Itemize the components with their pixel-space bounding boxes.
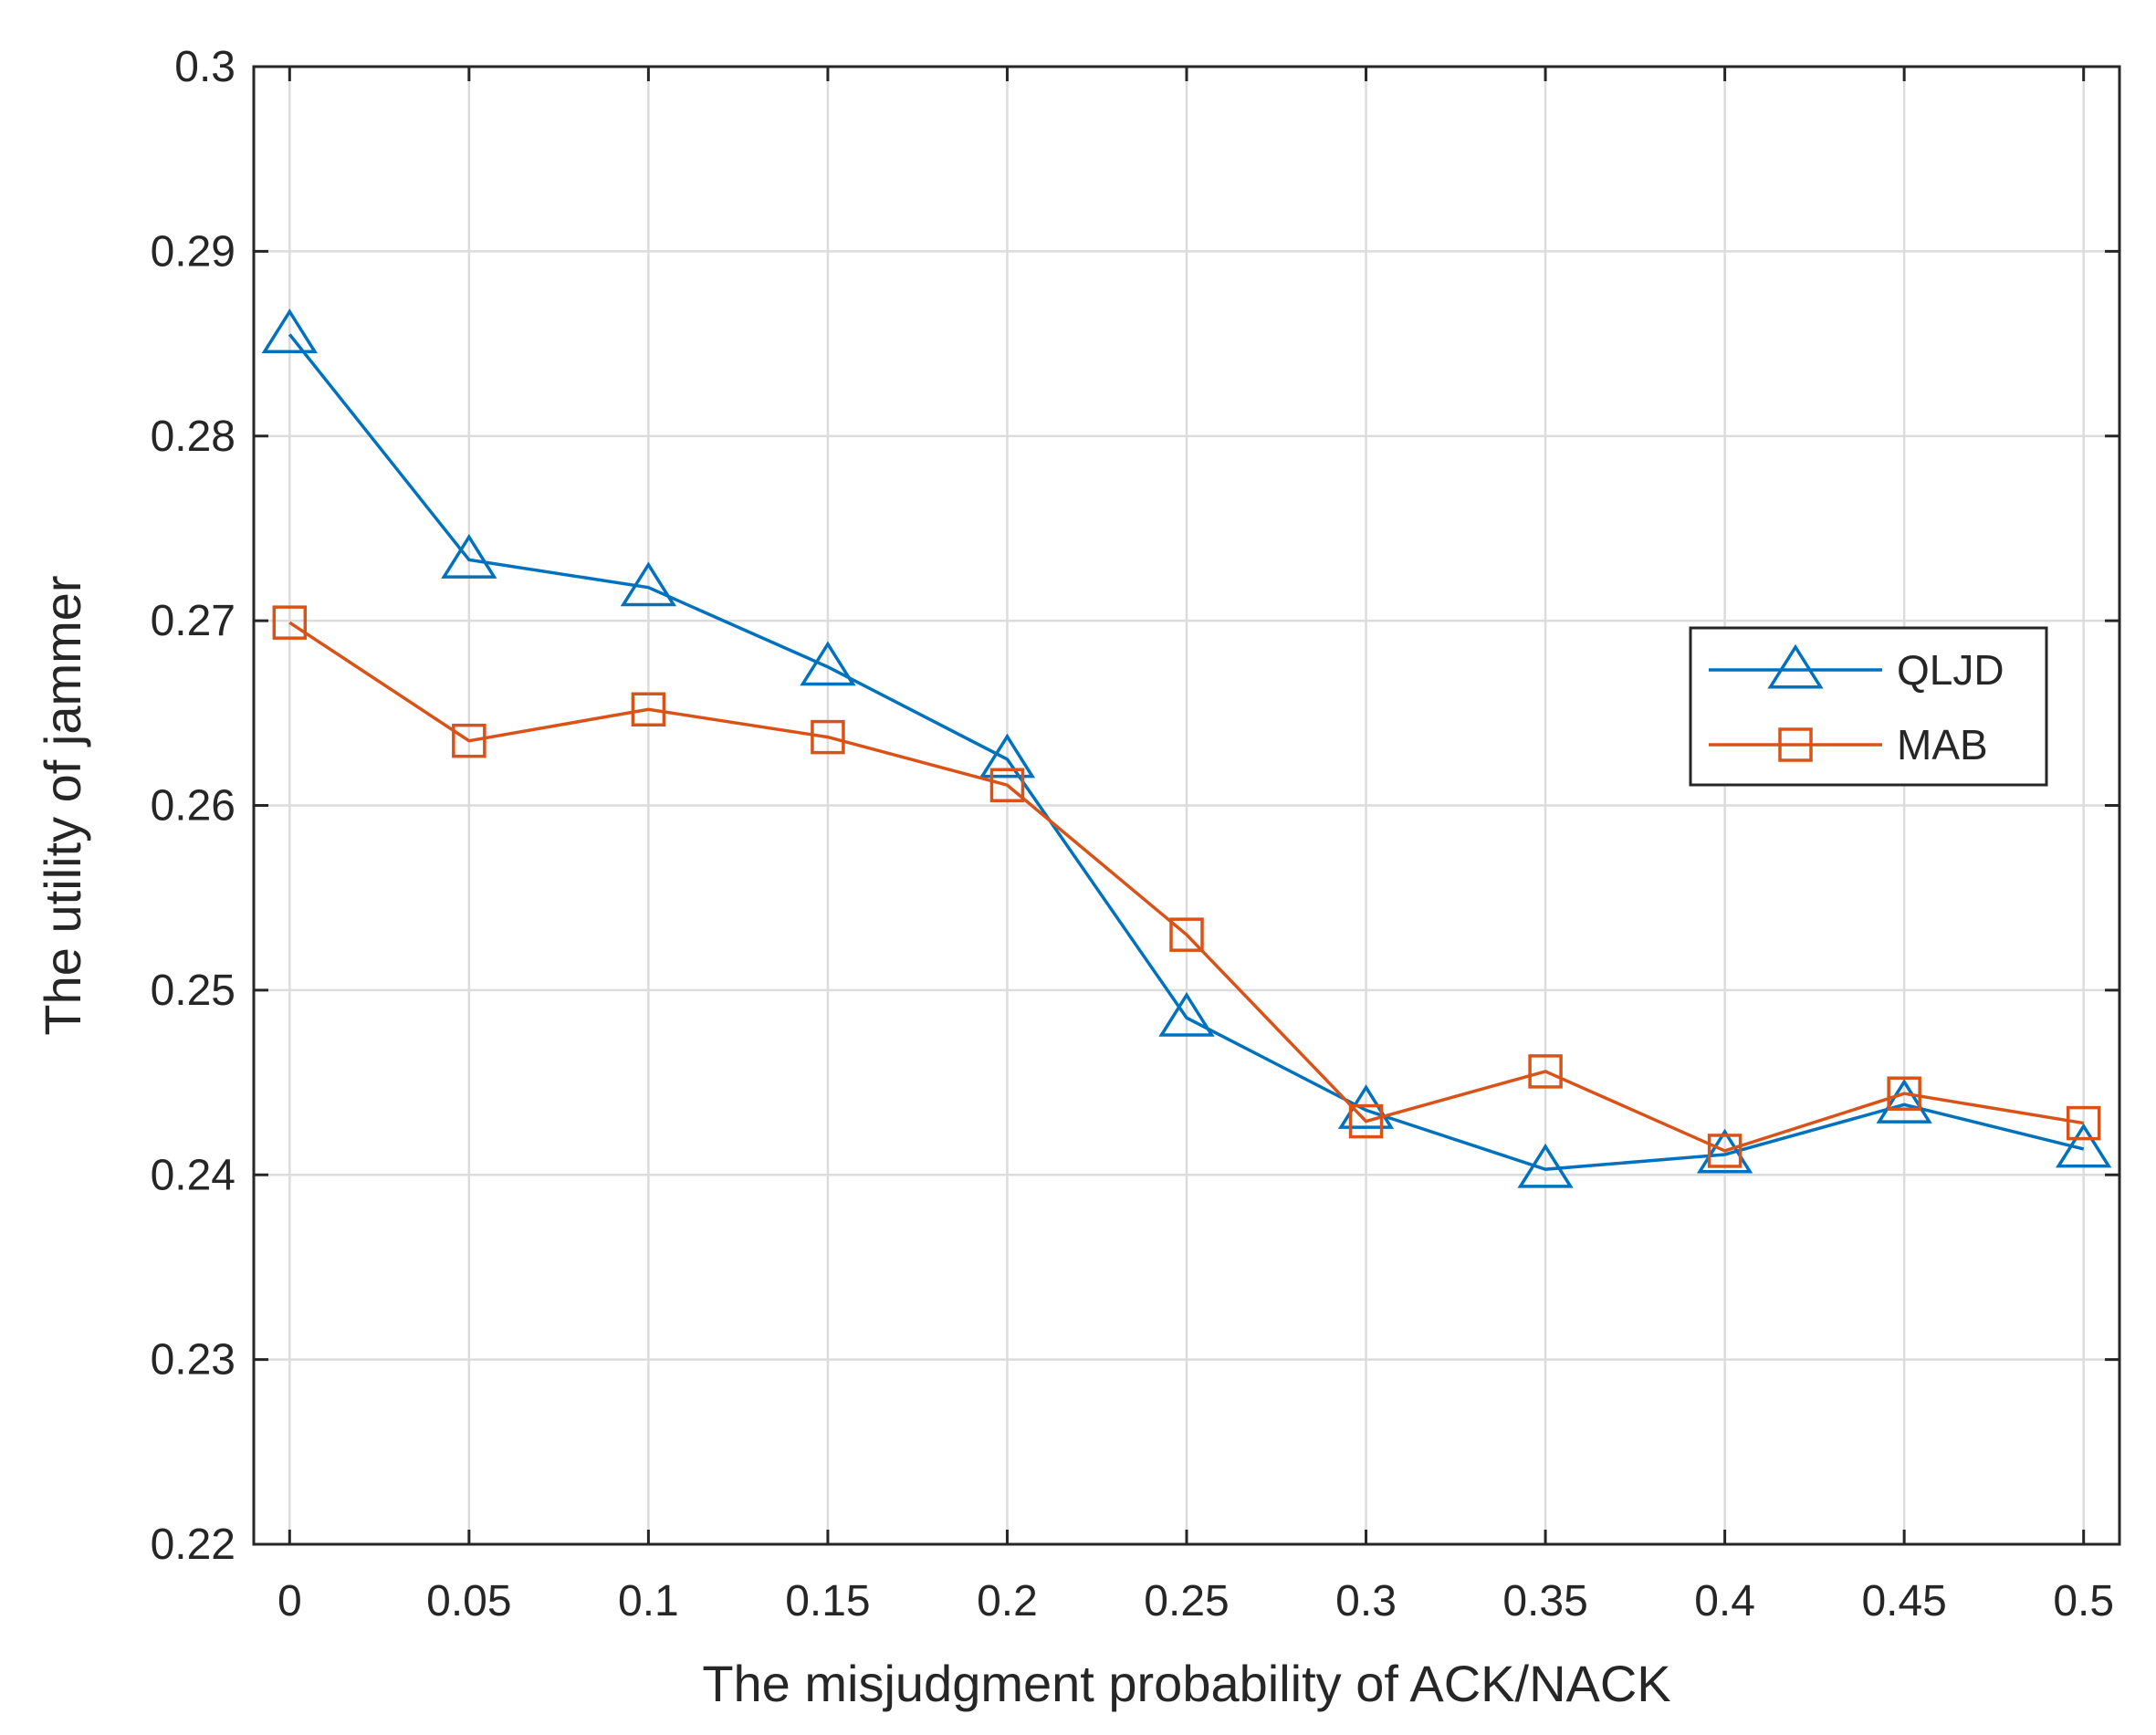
y-tick-label: 0.27 xyxy=(151,597,235,645)
data-point-mab xyxy=(811,719,845,755)
y-tick-label: 0.28 xyxy=(151,413,235,461)
y-axis-label: The utility of jammer xyxy=(34,575,91,1035)
legend-item-qljd: QLJD xyxy=(1709,643,2004,694)
y-tick-label: 0.26 xyxy=(151,782,235,831)
series-qljd xyxy=(261,308,2112,1188)
y-tick-label: 0.3 xyxy=(174,43,235,91)
x-tick-label: 0.3 xyxy=(1335,1577,1397,1625)
data-point-qljd xyxy=(1876,1079,1932,1124)
x-tick-label: 0.45 xyxy=(1861,1577,1946,1625)
axes xyxy=(252,65,2121,1546)
axes-box xyxy=(252,65,2121,1546)
series-mab xyxy=(272,605,2101,1168)
series-line-qljd xyxy=(288,333,2085,1171)
x-tick-label: 0.25 xyxy=(1144,1577,1229,1625)
data-point-mab xyxy=(631,692,666,727)
data-point-mab xyxy=(272,605,308,640)
x-tick-label: 0.1 xyxy=(618,1577,679,1625)
data-point-qljd xyxy=(1158,991,1215,1037)
y-tick-label: 0.25 xyxy=(151,967,235,1015)
legend-item-mab: MAB xyxy=(1709,721,1988,768)
y-tick-label: 0.23 xyxy=(151,1336,235,1385)
data-point-qljd xyxy=(441,534,497,579)
data-point-mab xyxy=(1887,1076,1921,1111)
data-point-qljd xyxy=(979,733,1036,779)
data-point-qljd xyxy=(800,641,856,686)
x-tick-label: 0.05 xyxy=(426,1577,511,1625)
x-tick-label: 0.2 xyxy=(977,1577,1038,1625)
tick-labels: 0 0.05 0.1 0.15 0.2 0.25 0.3 0.35 0.4 0.45 0.5 0.22… xyxy=(151,43,2114,1625)
data-point-qljd xyxy=(2056,1123,2112,1168)
y-tick-label: 0.22 xyxy=(151,1521,235,1569)
data-point-mab xyxy=(989,768,1025,802)
data-point-mab xyxy=(452,723,487,758)
legend-box xyxy=(1689,626,2048,787)
series-layer xyxy=(261,308,2112,1188)
series-line-mab xyxy=(288,621,2084,1153)
x-tick-label: 0.15 xyxy=(785,1577,870,1625)
x-axis-label: The misjudgment probability of ACK/NACK xyxy=(702,1655,1670,1712)
data-point-mab xyxy=(1169,917,1204,952)
data-point-mab xyxy=(2066,1105,2101,1141)
x-tick-label: 0 xyxy=(277,1577,302,1625)
data-point-mab xyxy=(1528,1054,1563,1089)
data-point-qljd xyxy=(261,308,318,353)
y-tick-label: 0.29 xyxy=(151,227,235,276)
data-point-qljd xyxy=(620,561,677,607)
x-tick-label: 0.35 xyxy=(1502,1577,1587,1625)
legend: QLJD MAB xyxy=(1689,626,2048,787)
legend-marker xyxy=(1767,643,1824,689)
y-tick-label: 0.24 xyxy=(151,1151,235,1199)
data-point-qljd xyxy=(1517,1143,1574,1188)
legend-label: QLJD xyxy=(1897,646,2004,694)
x-tick-label: 0.4 xyxy=(1694,1577,1755,1625)
data-point-mab xyxy=(1707,1134,1743,1168)
legend-label: MAB xyxy=(1897,721,1988,768)
legend-marker xyxy=(1778,727,1813,762)
data-point-mab xyxy=(1348,1103,1384,1139)
x-tick-label: 0.5 xyxy=(2053,1577,2114,1625)
data-point-qljd xyxy=(1696,1128,1753,1174)
